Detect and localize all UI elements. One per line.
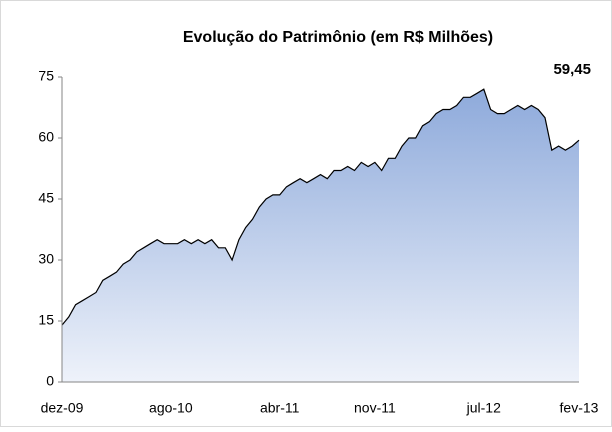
x-tick-label: dez-09 xyxy=(41,400,84,416)
line xyxy=(61,88,580,326)
chart-title: Evolução do Patrimônio (em R$ Milhões) xyxy=(183,29,493,46)
x-tick-label: abr-11 xyxy=(260,400,300,416)
y-tick-label: 60 xyxy=(38,129,54,145)
area xyxy=(62,89,579,382)
y-tick-label: 0 xyxy=(46,373,54,389)
x-tick-label: fev-13 xyxy=(560,400,599,416)
y-tick-label: 75 xyxy=(38,68,54,84)
x-tick-label: ago-10 xyxy=(149,400,193,416)
x-tick-label: nov-11 xyxy=(354,400,396,416)
y-tick-label: 15 xyxy=(38,312,54,328)
y-tick-label: 45 xyxy=(38,190,54,206)
y-tick-label: 30 xyxy=(38,251,54,267)
x-tick-label: jul-12 xyxy=(466,400,501,416)
data-label: 59,45 xyxy=(553,61,591,78)
